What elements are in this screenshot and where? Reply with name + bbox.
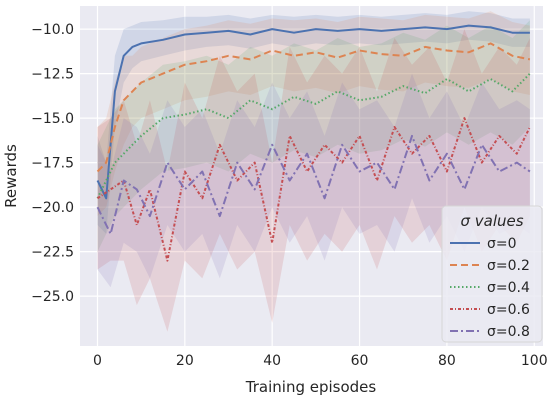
- series-line-sigma-0-2: [96, 42, 531, 173]
- legend-label-sigma-0-4: σ=0.4: [487, 280, 530, 296]
- y-tick-label: −17.5: [31, 156, 74, 172]
- series-line-sigma-0: [96, 24, 530, 200]
- x-tick-label: 60: [351, 353, 369, 369]
- x-tick-label: 80: [438, 353, 456, 369]
- series-lines: [96, 24, 531, 262]
- y-tick-label: −25.0: [31, 289, 74, 305]
- band-sigma-0-8: [97, 73, 530, 288]
- x-tick-label: 40: [263, 353, 281, 369]
- y-tick-label: −22.5: [31, 245, 74, 261]
- x-axis-label: Training episodes: [245, 378, 377, 396]
- legend-label-sigma-0: σ=0: [487, 236, 517, 252]
- legend: σ values σ=0 σ=0.2 σ=0.4 σ=0.6 σ=0.8: [441, 205, 543, 343]
- x-tick-label: 0: [93, 353, 102, 369]
- band-sigma-0-2: [97, 11, 530, 217]
- y-axis-label: Rewards: [2, 144, 20, 208]
- legend-title: σ values: [460, 212, 523, 230]
- band-sigma-0-4: [97, 20, 530, 252]
- legend-label-sigma-0-8: σ=0.8: [487, 324, 530, 340]
- legend-label-sigma-0-2: σ=0.2: [487, 258, 530, 274]
- confidence-bands: [97, 11, 530, 332]
- x-tick-labels: 0 20 40 60 80 100: [93, 353, 548, 369]
- y-tick-label: −10.0: [31, 22, 74, 38]
- band-sigma-0-6: [97, 29, 530, 332]
- y-tick-label: −15.0: [31, 111, 74, 127]
- x-tick-label: 100: [521, 353, 548, 369]
- legend-label-sigma-0-6: σ=0.6: [487, 302, 530, 318]
- series-line-sigma-0-8: [96, 134, 531, 235]
- x-tick-label: 20: [176, 353, 194, 369]
- grid: [80, 6, 543, 346]
- y-tick-label: −20.0: [31, 200, 74, 216]
- y-tick-label: −12.5: [31, 67, 74, 83]
- y-tick-labels: −25.0 −22.5 −20.0 −17.5 −15.0 −12.5 −10.0: [31, 22, 74, 305]
- band-sigma-0: [97, 11, 530, 234]
